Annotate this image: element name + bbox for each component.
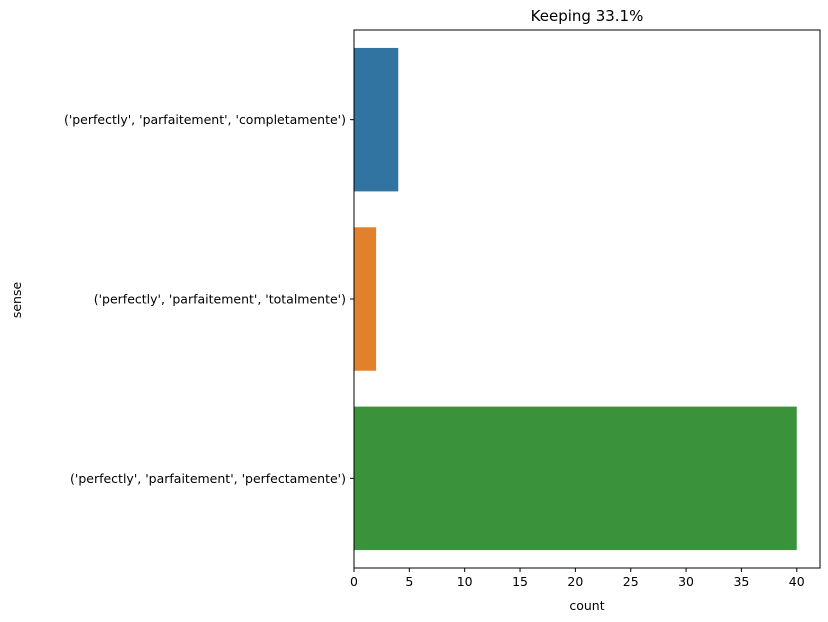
x-tick-label: 15 xyxy=(512,574,528,589)
x-tick-label: 20 xyxy=(567,574,583,589)
bar-2 xyxy=(354,227,377,371)
x-ticks: 0 5 10 15 20 25 30 35 40 xyxy=(350,568,805,589)
y-ticks: ('perfectly', 'parfaitement', 'completam… xyxy=(64,112,354,486)
y-tick-label: ('perfectly', 'parfaitement', 'totalment… xyxy=(94,292,346,307)
x-axis-label: count xyxy=(569,598,604,613)
y-tick-label: ('perfectly', 'parfaitement', 'perfectam… xyxy=(70,471,346,486)
x-tick-label: 25 xyxy=(623,574,639,589)
bar-3 xyxy=(354,406,797,551)
x-tick-label: 40 xyxy=(789,574,805,589)
x-tick-label: 0 xyxy=(350,574,358,589)
y-axis-label: sense xyxy=(9,282,24,319)
x-tick-label: 5 xyxy=(405,574,413,589)
plot-frame xyxy=(353,29,821,569)
x-tick-label: 10 xyxy=(457,574,473,589)
bar-1 xyxy=(354,47,399,192)
x-tick-label: 30 xyxy=(678,574,694,589)
bars xyxy=(354,47,797,551)
plot-area: ('perfectly', 'parfaitement', 'completam… xyxy=(64,29,821,589)
x-tick-label: 35 xyxy=(733,574,749,589)
y-tick-label: ('perfectly', 'parfaitement', 'completam… xyxy=(64,112,346,127)
chart-title: Keeping 33.1% xyxy=(531,7,644,25)
